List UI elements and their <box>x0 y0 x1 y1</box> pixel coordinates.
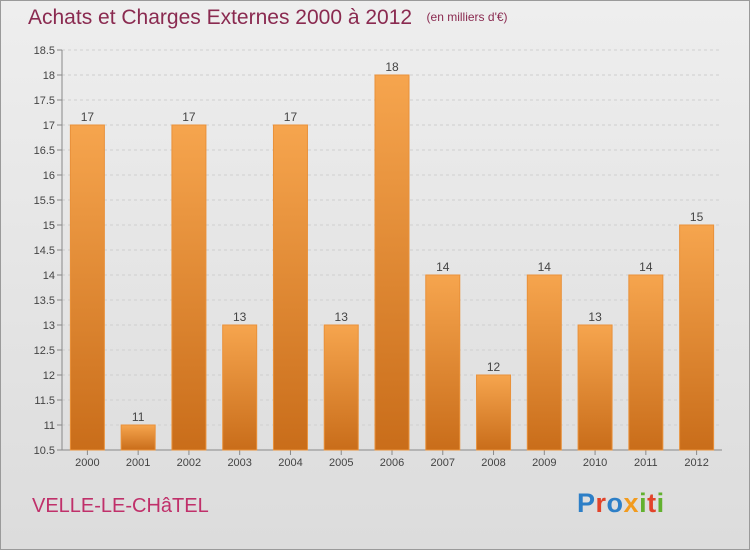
data-label-2006: 18 <box>385 60 399 74</box>
data-labels: 17 11 17 13 17 13 18 14 12 14 13 14 15 <box>81 60 704 424</box>
bar-2000 <box>69 124 105 451</box>
bar-2002 <box>171 124 207 451</box>
y-tick-label: 16.5 <box>34 145 55 157</box>
title-row: Achats et Charges Externes 2000 à 2012 (… <box>28 6 508 30</box>
y-tick-label: 17 <box>43 120 55 132</box>
chart-unit: (en milliers d'€) <box>426 10 508 24</box>
chart-title: Achats et Charges Externes 2000 à 2012 <box>28 6 413 29</box>
x-tick-label-2001: 2001 <box>126 457 150 469</box>
bar-2004 <box>272 124 308 451</box>
x-tick-label-2006: 2006 <box>380 457 404 469</box>
y-tick-label: 15.5 <box>34 195 55 207</box>
y-tick-label: 16 <box>43 170 55 182</box>
proxiti-logo: Proxiti <box>577 488 665 519</box>
bar-2009 <box>526 274 562 451</box>
bar-2010 <box>577 324 613 451</box>
data-label-2010: 13 <box>588 310 602 324</box>
y-tick-label: 13.5 <box>34 295 55 307</box>
bar-2001 <box>120 424 156 451</box>
bar-2006 <box>374 74 410 451</box>
bar-2008 <box>476 374 512 451</box>
bar-2003 <box>222 324 258 451</box>
data-label-2009: 14 <box>538 260 552 274</box>
data-label-2003: 13 <box>233 310 247 324</box>
bar-2005 <box>323 324 359 451</box>
x-tick-label-2003: 2003 <box>227 457 251 469</box>
x-tick-label-2004: 2004 <box>278 457 302 469</box>
y-tick-label: 13 <box>43 320 55 332</box>
y-tick-labels: 10.5 11 11.5 12 12.5 13 13.5 14 14.5 15 15.5 16 16.5… <box>34 45 55 457</box>
x-tick-label-2002: 2002 <box>177 457 201 469</box>
bar-2007 <box>425 274 461 451</box>
data-label-2012: 15 <box>690 210 704 224</box>
y-tick-label: 12 <box>43 370 55 382</box>
y-tick-label: 11 <box>44 420 55 432</box>
data-label-2008: 12 <box>487 360 501 374</box>
bar-2011 <box>628 274 664 451</box>
y-tick-label: 18.5 <box>34 45 55 57</box>
data-label-2004: 17 <box>284 110 298 124</box>
y-tick-label: 18 <box>43 70 55 82</box>
x-tick-label-2005: 2005 <box>329 457 353 469</box>
bar-2012 <box>679 224 715 451</box>
y-tick-label: 11.5 <box>34 395 55 407</box>
logo-text: Proxiti <box>577 488 665 518</box>
y-tick-label: 17.5 <box>34 95 55 107</box>
y-tick-label: 15 <box>43 220 55 232</box>
data-label-2001: 11 <box>132 410 145 424</box>
bars <box>69 74 715 451</box>
x-tick-labels: 2000 2001 2002 2003 2004 2005 2006 2007 2008 2009… <box>75 457 709 469</box>
y-tick-label: 12.5 <box>34 345 55 357</box>
x-tick-label-2010: 2010 <box>583 457 607 469</box>
data-label-2007: 14 <box>436 260 450 274</box>
x-tick-label-2009: 2009 <box>532 457 556 469</box>
x-tick-label-2011: 2011 <box>634 457 658 469</box>
x-tick-label-2008: 2008 <box>481 457 505 469</box>
y-tick-label: 14.5 <box>34 245 55 257</box>
data-label-2005: 13 <box>335 310 349 324</box>
y-tick-label: 10.5 <box>34 445 55 457</box>
data-label-2011: 14 <box>639 260 653 274</box>
x-tick-label-2012: 2012 <box>684 457 708 469</box>
commune-name: VELLE-LE-CHâTEL <box>32 495 209 517</box>
y-tick-label: 14 <box>43 270 55 282</box>
data-label-2002: 17 <box>182 110 196 124</box>
data-label-2000: 17 <box>81 110 95 124</box>
x-tick-label-2007: 2007 <box>431 457 455 469</box>
x-tick-label-2000: 2000 <box>75 457 99 469</box>
